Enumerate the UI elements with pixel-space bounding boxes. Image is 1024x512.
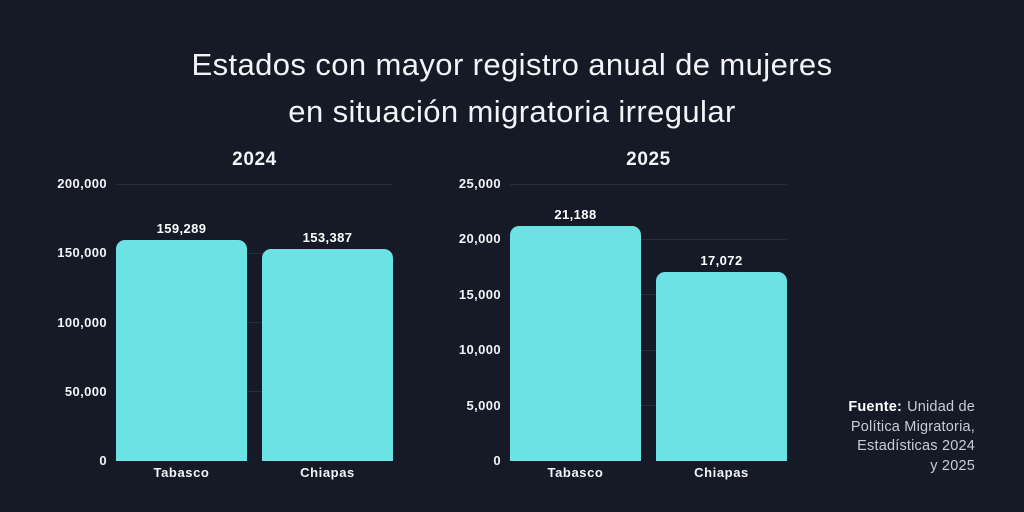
bar-value-label: 21,188 [554, 207, 597, 223]
y-axis-tick-label: 50,000 [64, 383, 107, 399]
category-label: Chiapas [694, 465, 749, 480]
bar-chiapas-2025 [656, 271, 787, 461]
y-axis-tick-label: 0 [99, 453, 107, 468]
bar-chiapas-2024 [262, 248, 393, 461]
category-label: Tabasco [153, 465, 210, 480]
y-axis-tick-label: 25,000 [458, 176, 501, 191]
y-axis-tick-label: 5,000 [466, 397, 501, 413]
bar-value-label: 17,072 [700, 252, 743, 268]
gridline [116, 322, 393, 323]
y-axis-tick-label: 20,000 [458, 231, 501, 247]
y-axis-tick-label: 0 [493, 453, 501, 468]
y-axis-tick-label: 150,000 [57, 245, 107, 261]
page-title: Estados con mayor registro anual de muje… [0, 41, 1024, 135]
bar-value-label: 153,387 [302, 229, 353, 245]
y-axis-tick-label: 15,000 [458, 286, 501, 302]
chart-title-2025: 2025 [626, 149, 671, 170]
y-axis-tick-label: 100,000 [57, 314, 107, 330]
page-title-line2: en situación migratoria irregular [288, 94, 736, 129]
source-note: Fuente: Unidad de Política Migratoria, Es… [848, 398, 975, 476]
y-axis-tick-label: 10,000 [458, 342, 501, 358]
bar-tabasco-2024 [116, 240, 247, 461]
source-line-4: y 2025 [930, 457, 975, 474]
source-line-3: Estadísticas 2024 [857, 438, 975, 454]
gridline [510, 349, 787, 351]
source-line-2: Política Migratoria, [850, 418, 975, 435]
gridline [510, 183, 787, 185]
gridline [116, 183, 393, 185]
gridline [116, 252, 393, 254]
source-line-1: Fuente: Unidad de [848, 398, 975, 418]
gridline [510, 405, 787, 407]
bar-value-label: 159,289 [156, 221, 207, 237]
gridline [116, 391, 393, 393]
gridline [510, 294, 787, 296]
category-label: Tabasco [547, 465, 604, 480]
chart-title-2024: 2024 [232, 149, 277, 170]
category-label: Chiapas [300, 465, 355, 480]
source-line1-text: Unidad de [907, 399, 975, 415]
gridline [510, 238, 787, 240]
y-axis-tick-label: 200,000 [57, 176, 107, 191]
page-title-line1: Estados con mayor registro anual de muje… [191, 47, 833, 82]
bar-tabasco-2025 [510, 226, 641, 461]
source-label: Fuente: [848, 399, 903, 415]
